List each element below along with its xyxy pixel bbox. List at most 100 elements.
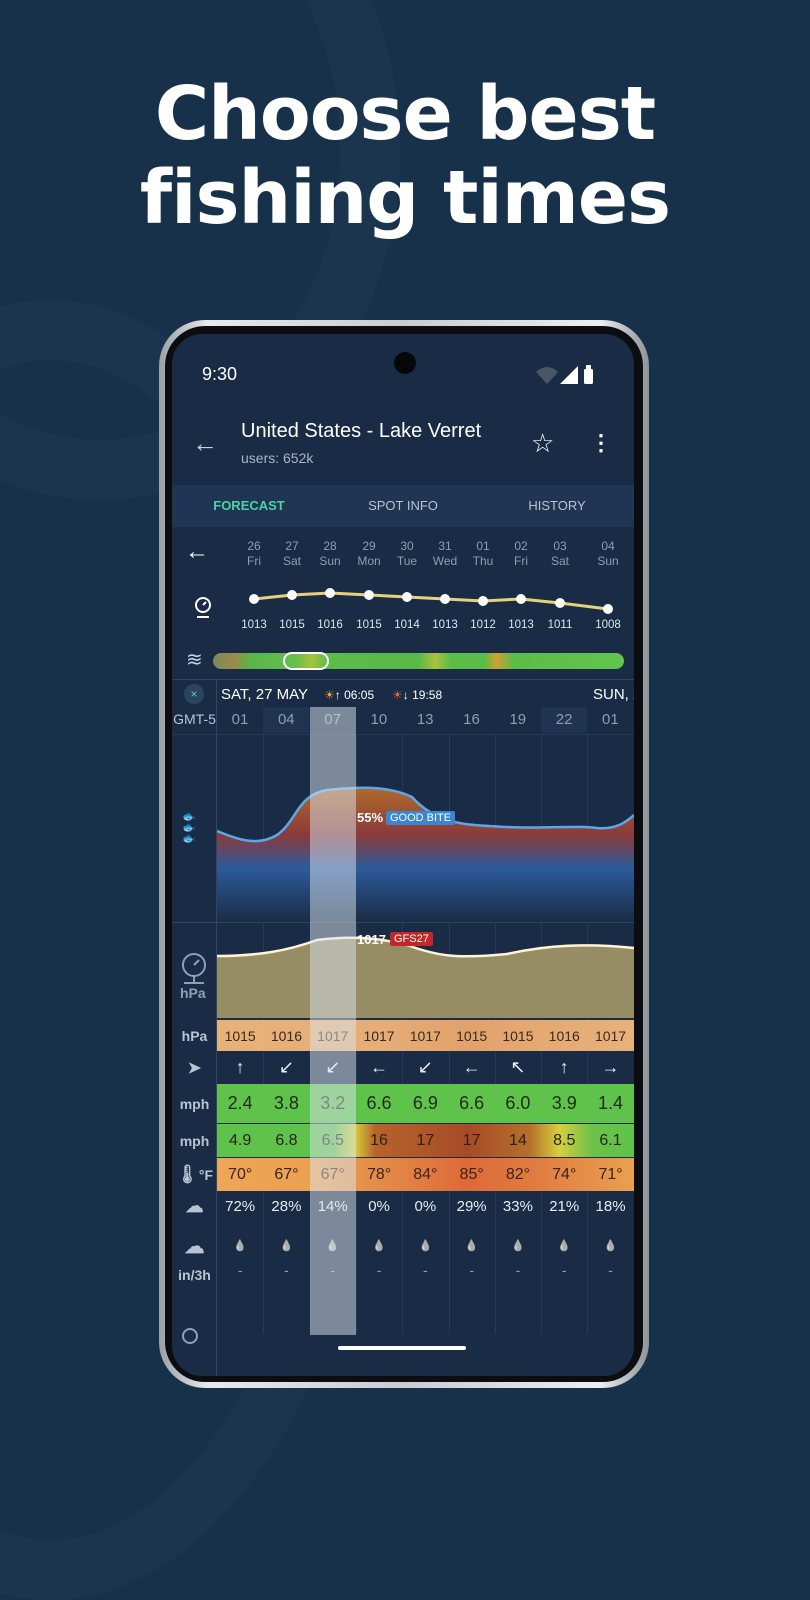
favorite-star-icon[interactable]: ☆ bbox=[531, 428, 555, 458]
wind-unit: mph bbox=[179, 1095, 210, 1112]
temp-unit: °F bbox=[198, 1166, 213, 1183]
previous-days-button[interactable]: ← bbox=[185, 538, 209, 565]
direction-row-label: ➤ bbox=[172, 1052, 217, 1083]
close-button[interactable]: × bbox=[184, 684, 204, 704]
tab-spot-info[interactable]: SPOT INFO bbox=[368, 498, 438, 513]
direction-row: ↑↙↙←↙←↖↑→ bbox=[217, 1052, 634, 1083]
pressure-trend-point bbox=[287, 590, 297, 600]
hour-label[interactable]: 22 bbox=[541, 707, 588, 733]
gust-cell: 6.8 bbox=[275, 1131, 298, 1149]
cloud-cell: 33% bbox=[502, 1197, 533, 1215]
pressure-cell: 1017 bbox=[363, 1027, 395, 1044]
selected-hour-highlight[interactable] bbox=[310, 707, 356, 1335]
rain-value: - bbox=[469, 1261, 474, 1278]
more-menu-icon[interactable]: ⋮ bbox=[590, 430, 612, 455]
day-3[interactable]: 29 Mon bbox=[349, 539, 389, 569]
day-number: 02 bbox=[514, 539, 528, 553]
day-1[interactable]: 27 Sat bbox=[272, 539, 312, 569]
day-2[interactable]: 28 Sun bbox=[310, 539, 350, 569]
day-name: Sat bbox=[282, 554, 301, 568]
wifi-icon bbox=[536, 367, 558, 384]
pressure-chart-unit: hPa bbox=[180, 985, 206, 1001]
wind-row: 2.43.83.26.66.96.66.03.91.4 bbox=[217, 1084, 634, 1123]
tab-forecast[interactable]: FORECAST bbox=[213, 498, 285, 513]
pressure-value-day: 1016 bbox=[317, 619, 343, 631]
cloud-cell: 18% bbox=[595, 1197, 626, 1215]
day-5[interactable]: 31 Wed bbox=[425, 539, 465, 569]
day-name: Sun bbox=[319, 554, 341, 568]
pressure-value-day: 1015 bbox=[279, 619, 305, 631]
pressure-trend-point bbox=[249, 594, 259, 604]
gust-cell: 14 bbox=[509, 1131, 527, 1149]
pressure-cell: 1017 bbox=[409, 1027, 441, 1044]
bite-value: 55% bbox=[357, 810, 384, 825]
status-icons bbox=[536, 365, 593, 384]
wind-row-label: mph bbox=[172, 1084, 217, 1123]
pressure-value-day: 1015 bbox=[356, 619, 382, 631]
day-name: Sat bbox=[550, 554, 569, 568]
day-number: 28 bbox=[323, 539, 337, 553]
rain-value: - bbox=[237, 1261, 243, 1278]
hour-label[interactable]: 19 bbox=[509, 711, 527, 728]
pressure-cell: 1015 bbox=[456, 1027, 488, 1044]
next-day-date: SUN, 2 bbox=[593, 686, 634, 703]
pressure-value-day: 1011 bbox=[547, 619, 573, 631]
day-6[interactable]: 01 Thu bbox=[463, 539, 503, 569]
hour-label[interactable]: 01 bbox=[602, 711, 619, 728]
raindrop-icon: 💧 bbox=[511, 1239, 525, 1252]
cloud-row-label: ☁ bbox=[172, 1192, 217, 1220]
pressure-trend-chart bbox=[249, 588, 613, 614]
more-row-icon bbox=[182, 1328, 198, 1344]
home-indicator[interactable] bbox=[338, 1346, 466, 1350]
wind-overview-bar[interactable] bbox=[213, 653, 624, 669]
hour-label[interactable]: 16 bbox=[463, 711, 480, 728]
direction-cell: → bbox=[601, 1057, 620, 1077]
status-time: 9:30 bbox=[202, 364, 238, 384]
pressure-value-day: 1014 bbox=[394, 619, 420, 631]
day-8[interactable]: 03 Sat bbox=[540, 539, 580, 569]
rain-value: - bbox=[608, 1261, 613, 1278]
timezone-label: GMT-5 bbox=[173, 711, 216, 727]
sunrise-time: 06:05 bbox=[344, 688, 375, 702]
cloud-cell: 29% bbox=[456, 1197, 487, 1215]
hour-label[interactable]: 10 bbox=[370, 711, 388, 728]
hour-label[interactable]: 04 bbox=[263, 707, 310, 733]
cloud-cell: 0% bbox=[414, 1197, 437, 1215]
back-button[interactable]: ← bbox=[192, 428, 218, 458]
day-7[interactable]: 02 Fri bbox=[501, 539, 541, 569]
pressure-trend-point bbox=[478, 596, 488, 606]
tab-history[interactable]: HISTORY bbox=[528, 498, 586, 513]
rain-cell: 💧- bbox=[587, 1222, 633, 1294]
gust-row: 4.96.86.5161717148.56.1 bbox=[217, 1124, 634, 1157]
gust-unit: mph bbox=[179, 1132, 210, 1149]
pressure-value-day: 1013 bbox=[432, 619, 458, 631]
pressure-gauge-icon bbox=[182, 953, 206, 984]
pressure-value-day: 1008 bbox=[595, 619, 621, 631]
day-number: 29 bbox=[362, 539, 376, 553]
sunset-icon: ☀ bbox=[392, 688, 403, 702]
pressure-value-day: 1012 bbox=[470, 619, 496, 631]
cloud-cell: 28% bbox=[271, 1197, 302, 1215]
pressure-cell: 1015 bbox=[224, 1027, 256, 1044]
sunset-time: 19:58 bbox=[412, 688, 443, 702]
wind-cell: 3.9 bbox=[551, 1093, 577, 1113]
sunset: ☀↓ 19:58 bbox=[392, 688, 443, 702]
day-4[interactable]: 30 Tue bbox=[387, 539, 427, 569]
day-number: 01 bbox=[476, 539, 490, 553]
gust-cell: 8.5 bbox=[553, 1131, 576, 1149]
cloud-icon: ☁ bbox=[185, 1195, 204, 1216]
day-0[interactable]: 26 Fri bbox=[234, 539, 274, 569]
pressure-trend-point bbox=[364, 590, 374, 600]
hour-label[interactable]: 13 bbox=[416, 711, 434, 728]
pressure-value-day: 1013 bbox=[508, 619, 534, 631]
day-number: 04 bbox=[601, 539, 615, 553]
pressure-cell: 1016 bbox=[548, 1027, 580, 1044]
signal-icon bbox=[560, 366, 578, 384]
direction-cell: ↑ bbox=[559, 1057, 569, 1077]
gust-row-label: mph bbox=[172, 1124, 217, 1157]
wind-overview-handle[interactable] bbox=[283, 652, 329, 670]
day-9[interactable]: 04 Sun bbox=[588, 539, 628, 569]
hour-label[interactable]: 01 bbox=[231, 711, 249, 728]
direction-cell: ↙ bbox=[417, 1057, 433, 1077]
rain-cell: 💧- bbox=[449, 1222, 495, 1294]
